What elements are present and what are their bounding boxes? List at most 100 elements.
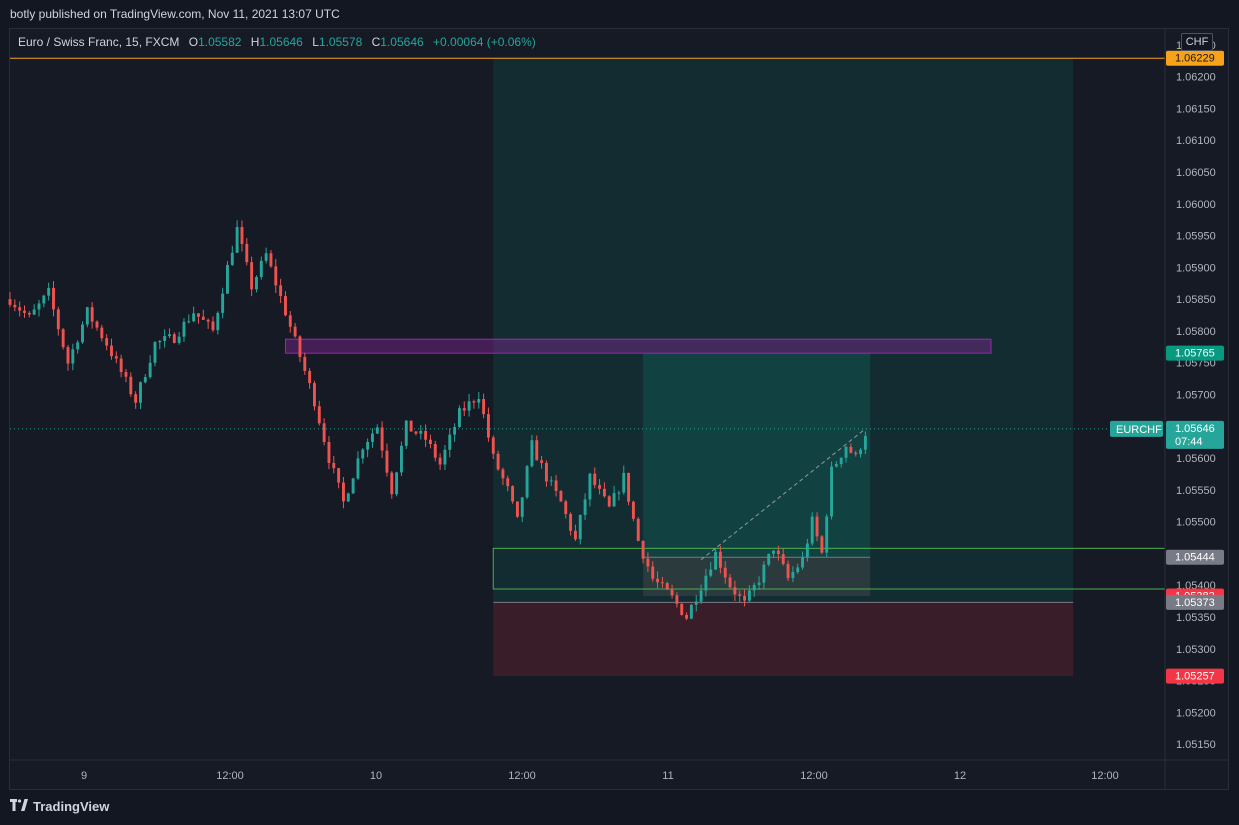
candle-body <box>617 492 621 494</box>
candle-body <box>346 493 350 502</box>
published-info: botly published on TradingView.com, Nov … <box>10 7 340 21</box>
candle-body <box>540 460 544 463</box>
legend-symbol: Euro / Swiss Franc, 15, FXCM <box>18 35 180 49</box>
footer-bar <box>0 790 1239 825</box>
candle-body <box>627 472 631 502</box>
candle-body <box>559 490 563 502</box>
price-tick-label: 1.05850 <box>1176 294 1216 306</box>
candle-body <box>298 336 302 357</box>
price-label-value: 1.05765 <box>1175 348 1215 360</box>
candle-body <box>699 590 703 602</box>
candle-body <box>733 587 737 595</box>
candle-body <box>134 394 138 403</box>
currency-button[interactable]: CHF <box>1181 33 1213 51</box>
price-label-box <box>1166 549 1224 565</box>
candle-body <box>554 480 558 491</box>
candle-body <box>240 227 244 244</box>
candle-body <box>76 342 80 350</box>
candle-body <box>163 336 167 341</box>
chart-area[interactable] <box>9 28 1229 790</box>
candle-body <box>90 307 94 322</box>
candle-body <box>370 433 374 442</box>
candle-body <box>564 501 568 514</box>
candle-body <box>284 296 287 316</box>
tradingview-brand[interactable]: TradingView <box>10 799 109 814</box>
candle-body <box>269 253 273 267</box>
candle-body <box>718 551 722 568</box>
candle-body <box>390 472 394 495</box>
candle-body <box>825 516 829 553</box>
candle-body <box>351 478 355 494</box>
candle-body <box>399 445 403 473</box>
candle-body <box>66 347 70 364</box>
candle-body <box>530 440 534 467</box>
price-tick-label: 1.06000 <box>1176 199 1216 211</box>
price-tick-label: 1.05350 <box>1176 612 1216 624</box>
candle-body <box>375 427 379 434</box>
price-label-value: 1.05373 <box>1175 597 1215 609</box>
price-tick-label: 1.06100 <box>1176 135 1216 147</box>
candle-body <box>694 601 698 605</box>
candle-body <box>110 345 113 357</box>
candle-body <box>646 558 650 567</box>
candle-body <box>796 567 800 573</box>
candle-body <box>776 550 780 555</box>
price-tick-label: 1.05700 <box>1176 390 1216 402</box>
chart-legend: Euro / Swiss Franc, 15, FXCM O1.05582 H1… <box>18 35 536 49</box>
candle-body <box>221 293 225 313</box>
candle-body <box>525 466 529 498</box>
legend-open-value: 1.05582 <box>198 35 242 49</box>
price-label-box <box>1166 345 1224 361</box>
candle-body <box>293 326 297 337</box>
candle-body <box>752 584 756 591</box>
candle-body <box>844 446 848 458</box>
time-tick-label: 11 <box>662 770 673 782</box>
price-tick-label: 1.06050 <box>1176 167 1216 179</box>
candle-body <box>288 315 292 327</box>
candle-body <box>419 430 423 434</box>
time-tick-label: 9 <box>81 770 87 782</box>
candle-body <box>607 496 611 507</box>
candle-body <box>23 310 26 313</box>
price-label-value: 1.06229 <box>1175 53 1215 65</box>
candle-body <box>313 383 316 407</box>
candle-body <box>37 303 41 310</box>
candle-body <box>356 458 360 479</box>
candle-body <box>317 406 321 424</box>
candle-body <box>27 312 31 315</box>
candle-body <box>738 594 742 596</box>
candle-body <box>486 414 490 438</box>
candle-body <box>18 307 22 311</box>
price-label-box <box>1166 594 1224 610</box>
candle-body <box>32 309 36 315</box>
legend-change: +0.00064 (+0.06%) <box>433 35 536 49</box>
candle-body <box>815 516 819 537</box>
candle-body <box>158 340 162 343</box>
candle-body <box>172 334 176 343</box>
candle-body <box>47 287 51 296</box>
candle-body <box>342 482 345 502</box>
candle-body <box>129 376 133 395</box>
price-label-box <box>1166 50 1224 66</box>
time-tick-label: 12 <box>954 770 966 782</box>
candle-body <box>820 536 824 553</box>
legend-close-label: C <box>371 35 381 49</box>
candle-body <box>211 321 215 331</box>
candle-body <box>501 469 505 479</box>
candle-body <box>636 518 640 541</box>
candle-body <box>264 253 268 261</box>
candle-body <box>337 468 341 483</box>
candle-body <box>409 420 413 432</box>
candle-body <box>453 426 457 435</box>
candle-body <box>201 316 205 320</box>
long-position-profit-zone <box>493 58 1074 603</box>
price-tick-label: 1.05500 <box>1176 517 1216 529</box>
candle-body <box>462 408 466 411</box>
long-position-loss-zone <box>493 602 1074 677</box>
candle-body <box>168 334 171 337</box>
candle-body <box>139 382 142 403</box>
candle-body <box>433 444 437 458</box>
candle-body <box>274 266 278 286</box>
candle-body <box>235 227 239 253</box>
